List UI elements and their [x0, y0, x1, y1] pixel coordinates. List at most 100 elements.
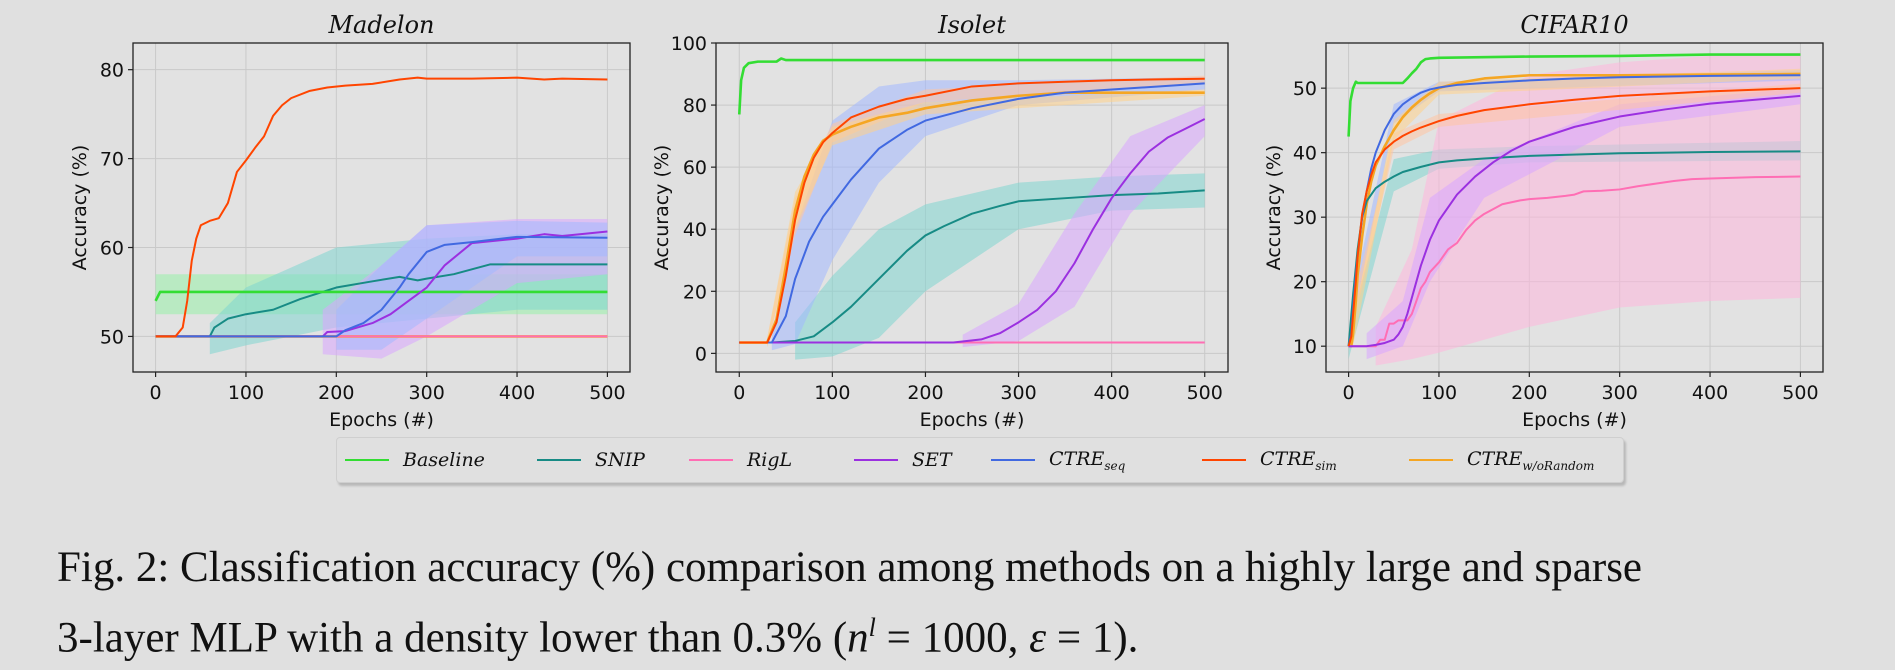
band-snip [1348, 141, 1801, 360]
y-tick-label: 20 [1293, 272, 1317, 294]
caption-line-2-part-a: 3-layer MLP with a density lower than 0.… [57, 614, 848, 662]
y-tick-label: 50 [100, 326, 124, 348]
caption-line-1: Fig. 2: Classification accuracy (%) comp… [57, 544, 1643, 591]
legend-label-subscript: sim [1315, 458, 1337, 473]
y-tick-label: 50 [1293, 78, 1317, 100]
legend-label: Baseline [403, 449, 485, 471]
series-line-ctre-sim [155, 76, 608, 338]
panel-title: CIFAR10 [1520, 11, 1628, 39]
legend-item-snip: SNIP [537, 438, 645, 482]
x-tick-label: 400 [1692, 382, 1728, 404]
legend-swatch [537, 459, 581, 461]
x-tick-label: 400 [499, 382, 535, 404]
y-tick-label: 30 [1293, 207, 1317, 229]
x-tick-label: 300 [1602, 382, 1638, 404]
legend-item-set: SET [854, 438, 952, 482]
legend-label: SET [912, 449, 952, 471]
axes-frame [715, 42, 1229, 373]
axes-frame [132, 42, 631, 373]
legend-item-ctre-w-orandom: CTREw/oRandom [1409, 438, 1594, 482]
caption-epsilon-symbol: ε [1029, 614, 1047, 662]
caption-line-2-part-c: = 1). [1046, 614, 1139, 662]
legend-label: CTREw/oRandom [1467, 447, 1595, 473]
x-tick-label: 500 [1187, 382, 1223, 404]
x-tick-label: 200 [318, 382, 354, 404]
y-tick-label: 70 [100, 149, 124, 171]
series-line-ctre-seq [739, 82, 1205, 344]
panel-isolet: 0 100 200 300 400 500 0 20 40 60 80 100 Isolet Epochs… [651, 11, 1229, 431]
x-axis-label: Epochs (#) [1522, 409, 1627, 431]
y-tick-label: 60 [100, 238, 124, 260]
caption-l-superscript: l [868, 613, 876, 642]
y-tick-label: 80 [100, 60, 124, 82]
caption-n-symbol: n [847, 614, 869, 662]
y-tick-label: 100 [671, 33, 707, 55]
y-axis-label: Accuracy (%) [69, 145, 91, 271]
series-line-baseline [154, 290, 608, 302]
series-line-ctre-seq [155, 235, 608, 338]
y-tick-label: 0 [695, 343, 707, 365]
x-tick-label: 100 [228, 382, 264, 404]
x-tick-label: 400 [1094, 382, 1130, 404]
legend-label: SNIP [595, 449, 645, 471]
y-tick-label: 40 [1293, 143, 1317, 165]
x-tick-label: 300 [1000, 382, 1036, 404]
series-line-ctre-w-orandom [1348, 72, 1801, 348]
legend-swatch [1409, 459, 1453, 461]
caption-line-2-part-b: = 1000, [875, 614, 1030, 662]
legend-swatch [345, 459, 389, 461]
legend-label-subscript: seq [1104, 458, 1126, 473]
band-ctre-seq [336, 220, 608, 350]
series-line-ctre-sim [739, 77, 1205, 344]
panel-cifar10: 0 100 200 300 400 500 10 20 30 40 50 CIFAR10 Epochs … [1263, 11, 1824, 431]
x-tick-label: 300 [409, 382, 445, 404]
series-line-snip [739, 189, 1205, 344]
series-line-baseline [1347, 53, 1801, 137]
legend-label: RigL [747, 449, 793, 471]
legend-swatch [854, 459, 898, 461]
band-set [1366, 88, 1801, 360]
legend-swatch [991, 459, 1035, 461]
legend-label: CTREsim [1260, 447, 1337, 473]
y-tick-label: 60 [683, 157, 707, 179]
x-axis-label: Epochs (#) [920, 409, 1025, 431]
axes-frame [1325, 42, 1824, 373]
y-axis-label: Accuracy (%) [651, 145, 673, 271]
legend-item-rigl: RigL [689, 438, 792, 482]
caption-line-2: 3-layer MLP with a density lower than 0.… [57, 598, 1857, 668]
series-line-set [739, 118, 1206, 344]
x-tick-label: 100 [1421, 382, 1457, 404]
x-tick-label: 0 [1343, 382, 1355, 404]
legend-swatch [689, 459, 733, 461]
y-tick-label: 20 [683, 281, 707, 303]
x-tick-label: 200 [907, 382, 943, 404]
x-axis-label: Epochs (#) [329, 409, 434, 431]
legend: Baseline SNIP RigL SET CTREseq CTREsim CTREw/o… [336, 437, 1624, 483]
band-ctre-seq [771, 77, 1205, 351]
legend-label: CTREseq [1049, 447, 1126, 473]
legend-item-ctre-seq: CTREseq [991, 438, 1125, 482]
figure-caption: Fig. 2: Classification accuracy (%) comp… [57, 538, 1857, 668]
y-tick-label: 10 [1293, 336, 1317, 358]
panel-title: Madelon [327, 11, 434, 39]
series-line-ctre-sim [1347, 87, 1801, 347]
panel-madelon: 0 100 200 300 400 500 50 60 70 80 Madelon Epochs (#… [69, 11, 631, 431]
legend-item-baseline: Baseline [345, 438, 485, 482]
x-tick-label: 500 [589, 382, 625, 404]
x-tick-label: 0 [733, 382, 745, 404]
legend-item-ctre-sim: CTREsim [1202, 438, 1337, 482]
band-rigl [1375, 52, 1801, 366]
series-line-rigl [1348, 175, 1801, 348]
series-line-set [155, 230, 608, 338]
legend-label-subscript: w/oRandom [1522, 458, 1595, 473]
panel-title: Isolet [937, 11, 1006, 39]
x-tick-label: 500 [1782, 382, 1818, 404]
y-tick-label: 80 [683, 95, 707, 117]
series-line-snip [155, 263, 608, 338]
band-set [962, 105, 1205, 348]
y-axis-label: Accuracy (%) [1263, 145, 1285, 271]
x-tick-label: 0 [150, 382, 162, 404]
y-tick-label: 40 [683, 219, 707, 241]
legend-swatch [1202, 459, 1246, 461]
